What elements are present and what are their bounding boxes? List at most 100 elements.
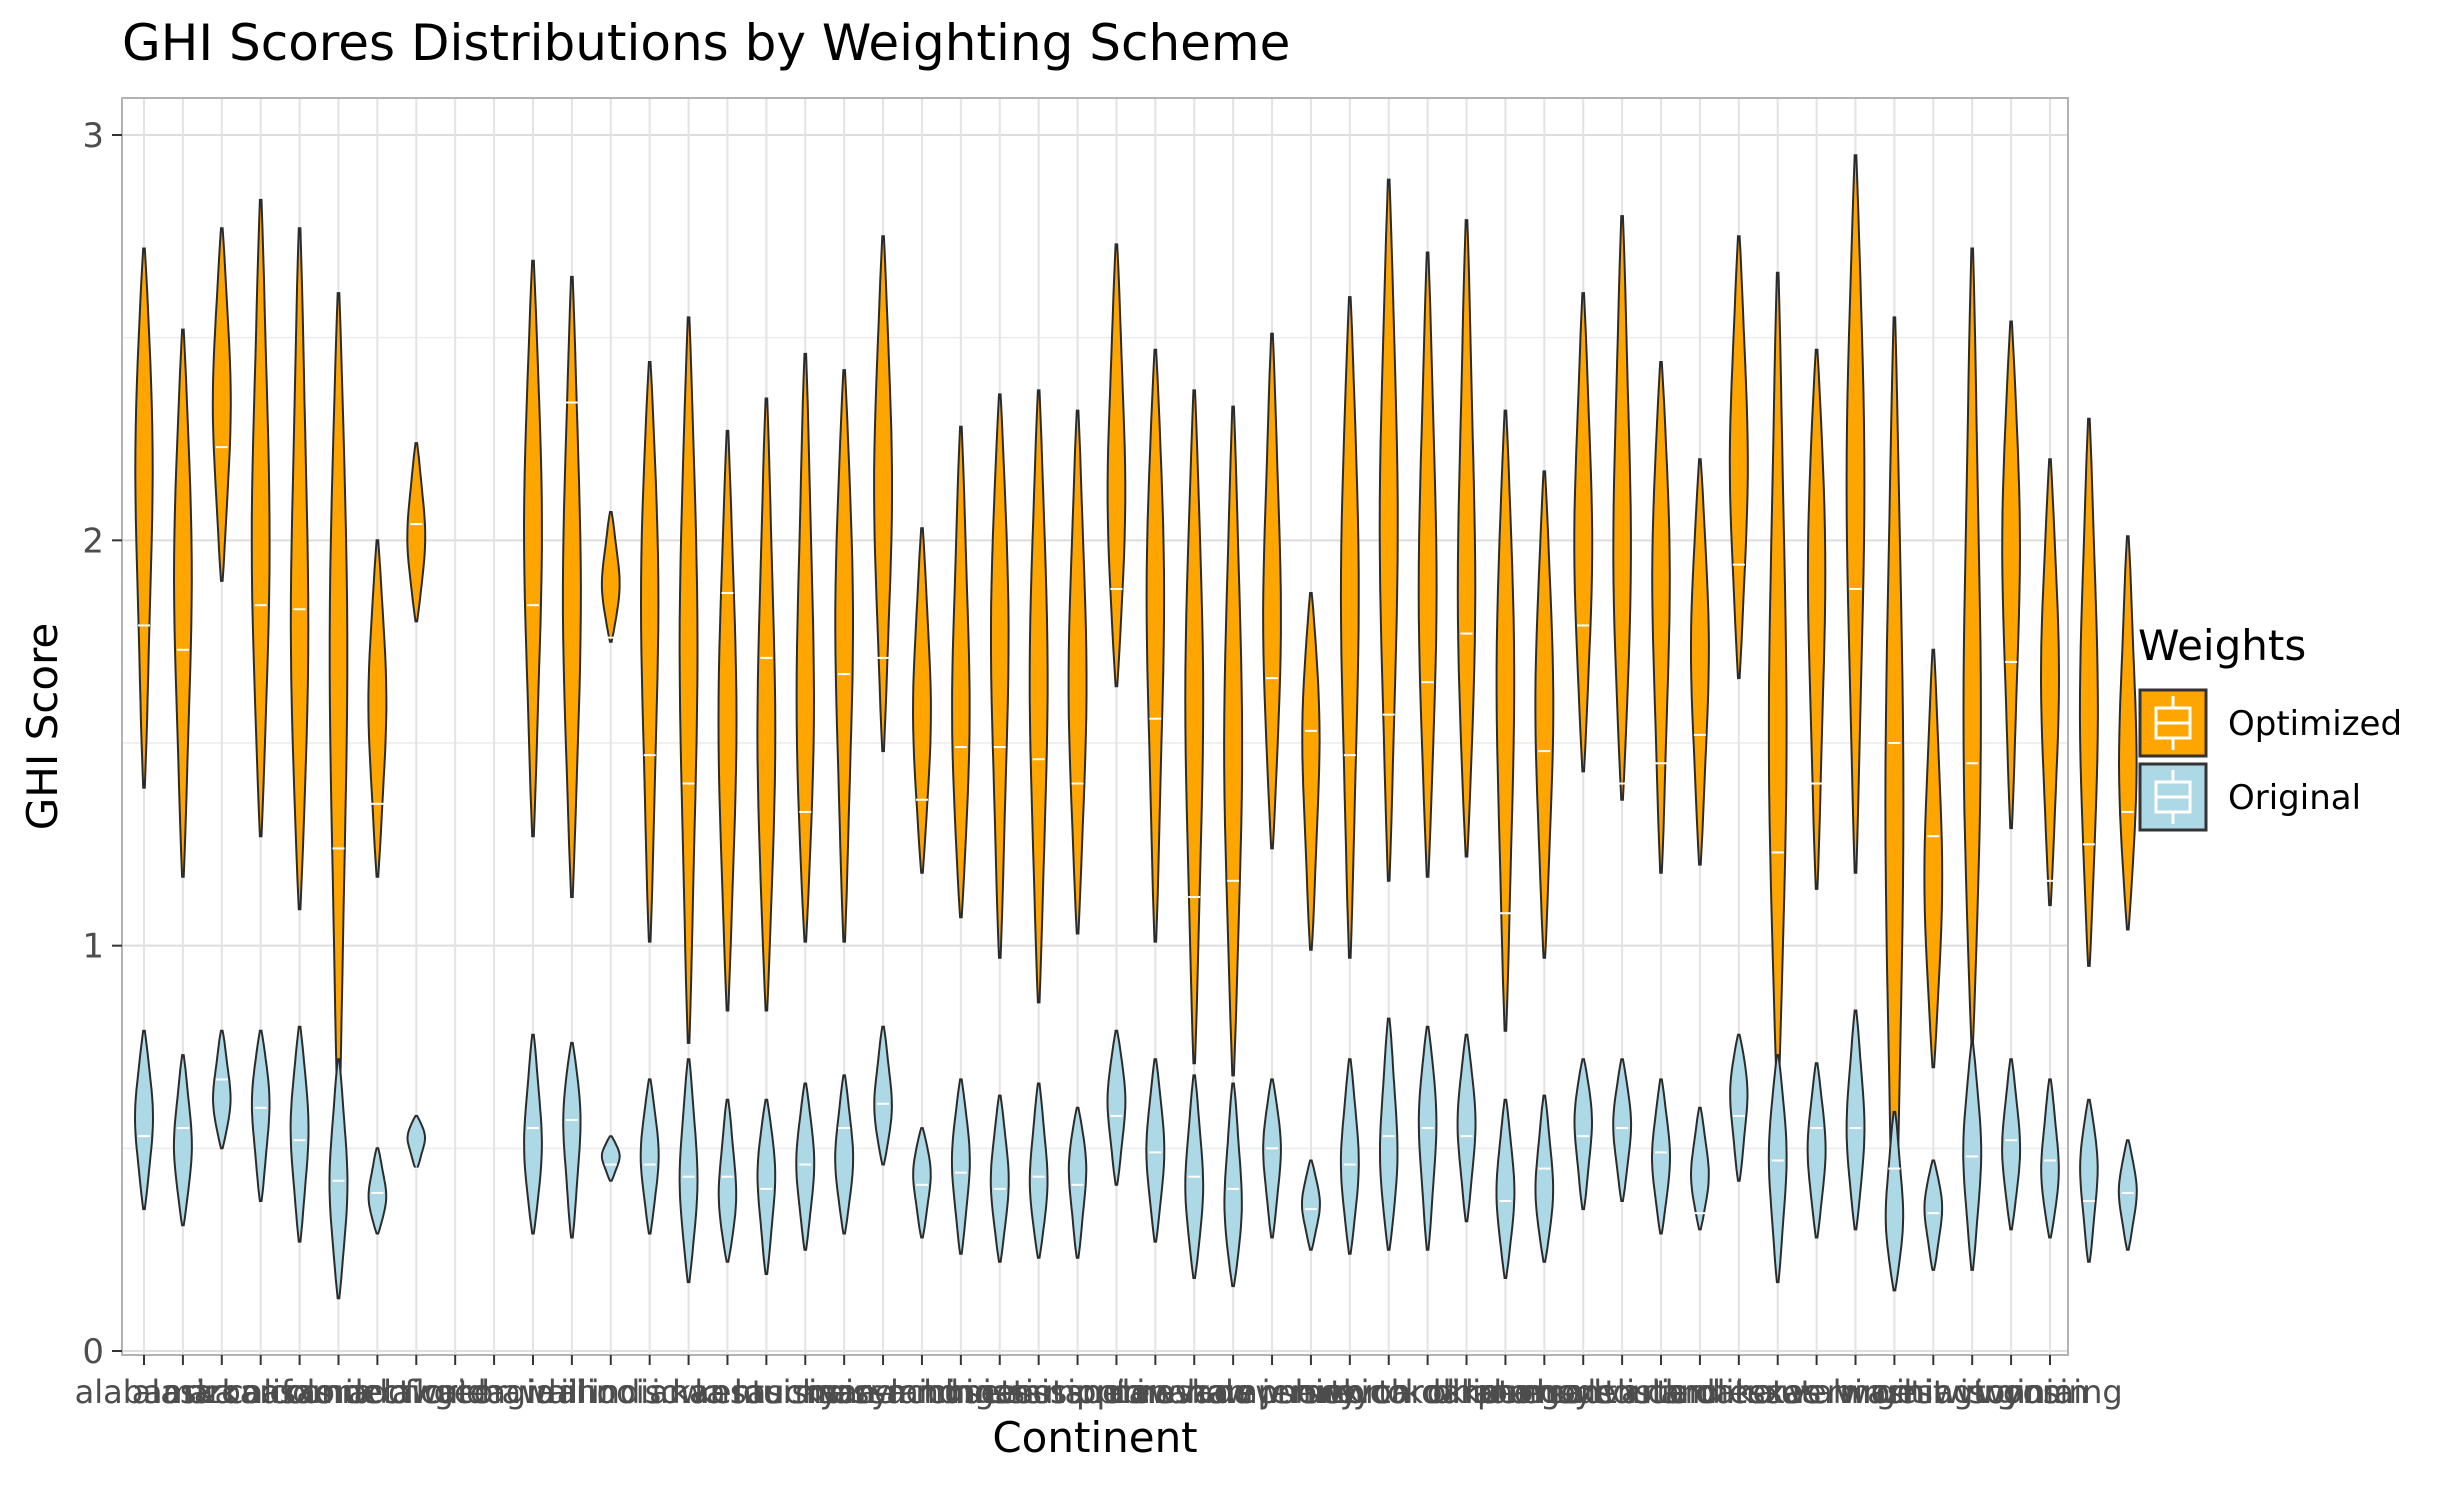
- x-tick-label: idaho: [528, 1373, 617, 1411]
- legend-entry: Original: [2138, 762, 2361, 832]
- violin-optimized: [2078, 417, 2099, 967]
- violin-original: [1106, 1029, 1127, 1186]
- violin-original: [1573, 1058, 1594, 1211]
- violin-original: [1650, 1078, 1672, 1235]
- x-tick-label: new york: [1277, 1373, 1424, 1411]
- violin-original: [1806, 1062, 1827, 1239]
- violin-optimized: [951, 425, 971, 919]
- x-tick-label: florida: [404, 1373, 506, 1411]
- x-tick-label: north dakota: [1325, 1373, 1530, 1411]
- x-tick-label: nevada: [1135, 1373, 1253, 1411]
- violin-optimized: [1495, 409, 1516, 1032]
- x-tick-label: iowa: [651, 1373, 725, 1411]
- violin-optimized: [2001, 320, 2022, 830]
- violin-optimized: [1223, 405, 1244, 1077]
- x-tick-label: vermont: [1788, 1373, 1923, 1411]
- violin-original: [1689, 1106, 1710, 1231]
- violin-optimized: [1301, 592, 1321, 951]
- violin-optimized: [1612, 215, 1632, 801]
- violin-optimized: [250, 198, 271, 838]
- x-tick-label: illinois: [560, 1373, 661, 1411]
- legend-label: Original: [2228, 778, 2361, 818]
- violin-original: [1923, 1159, 1944, 1271]
- y-tick-label: 0: [82, 1332, 104, 1372]
- violin-optimized: [1923, 648, 1944, 1069]
- violin-original: [1262, 1078, 1282, 1239]
- x-tick-label: kentucky: [694, 1373, 838, 1411]
- violin-original: [1028, 1082, 1049, 1259]
- x-tick-label: washington: [1841, 1373, 2026, 1411]
- violin-optimized: [1534, 470, 1555, 959]
- violin-original: [1456, 1033, 1477, 1223]
- violin-optimized: [1028, 389, 1049, 1004]
- x-tick-label: west virginia: [1870, 1373, 2074, 1411]
- violin-original: [250, 1029, 271, 1202]
- x-axis-label: Continent: [992, 1413, 1197, 1462]
- violin-original: [289, 1025, 310, 1243]
- violin-original: [756, 1098, 777, 1275]
- violin-original: [1223, 1082, 1243, 1288]
- violin-optimized: [1456, 219, 1477, 858]
- violin-original: [1379, 1017, 1399, 1251]
- violin-original: [1145, 1058, 1166, 1243]
- x-tick-label: montana: [1045, 1373, 1188, 1411]
- x-tick-label: oregon: [1488, 1373, 1600, 1411]
- x-tick-label: wisconsin: [1934, 1373, 2089, 1411]
- violin-original: [1067, 1106, 1088, 1259]
- violin-optimized: [328, 292, 349, 1121]
- x-tick-label: new mexico: [1215, 1373, 1407, 1411]
- violin-optimized: [1145, 348, 1166, 943]
- violin-optimized: [756, 397, 777, 1012]
- violin-optimized: [406, 442, 427, 623]
- violin-original: [1729, 1033, 1749, 1182]
- legend: Weights Optimized Original: [2138, 621, 2402, 832]
- x-tick-label: delaware: [343, 1373, 489, 1411]
- violin-original: [211, 1029, 232, 1150]
- violin-optimized: [2117, 535, 2138, 931]
- x-tick-label: missouri: [1010, 1373, 1145, 1411]
- violin-optimized: [795, 352, 816, 943]
- y-tick-label: 3: [82, 116, 104, 156]
- violin-original: [328, 1058, 349, 1300]
- violin-original: [406, 1114, 427, 1170]
- violin-optimized: [1651, 361, 1671, 874]
- y-axis-label: GHI Score: [18, 623, 67, 831]
- violin-optimized: [2039, 458, 2061, 907]
- x-tick-label: georgia: [434, 1373, 555, 1411]
- y-tick-label: 2: [82, 521, 104, 561]
- violin-optimized: [1106, 243, 1127, 688]
- x-tick-label: arkansas: [189, 1373, 333, 1411]
- legend-entry: Optimized: [2138, 688, 2402, 758]
- violin-original: [523, 1033, 543, 1235]
- x-tick-label: connecticut: [284, 1373, 471, 1411]
- x-tick-label: indiana: [591, 1373, 709, 1411]
- x-tick-label: hawaii: [481, 1373, 584, 1411]
- violin-optimized: [873, 235, 893, 753]
- violin-optimized: [678, 316, 699, 1044]
- violin-optimized: [134, 247, 154, 789]
- x-tick-label: virginia: [1835, 1373, 1953, 1411]
- violin-optimized: [1262, 332, 1282, 850]
- plot-panel-border: [121, 97, 2069, 1356]
- x-tick-label: north carolina: [1277, 1373, 1500, 1411]
- violin-original: [639, 1078, 660, 1235]
- x-tick-label: louisiana: [734, 1373, 877, 1411]
- x-tick-label: california: [226, 1373, 373, 1411]
- violin-optimized: [717, 429, 738, 1012]
- x-tick-label: oklahoma: [1427, 1373, 1584, 1411]
- violin-original: [912, 1127, 932, 1239]
- violin-original: [678, 1058, 699, 1284]
- violin-optimized: [1573, 292, 1594, 773]
- violin-optimized: [1845, 154, 1866, 874]
- x-tick-label: colorado: [269, 1373, 407, 1411]
- x-tick-label: ohio: [1432, 1373, 1500, 1411]
- violin-original: [367, 1147, 388, 1235]
- x-tick-label: south carolina: [1548, 1373, 1774, 1411]
- violin-original: [717, 1098, 738, 1263]
- violin-optimized: [1184, 389, 1205, 1065]
- violin-original: [1301, 1159, 1321, 1251]
- violin-original: [1495, 1098, 1516, 1279]
- violin-optimized: [522, 259, 543, 838]
